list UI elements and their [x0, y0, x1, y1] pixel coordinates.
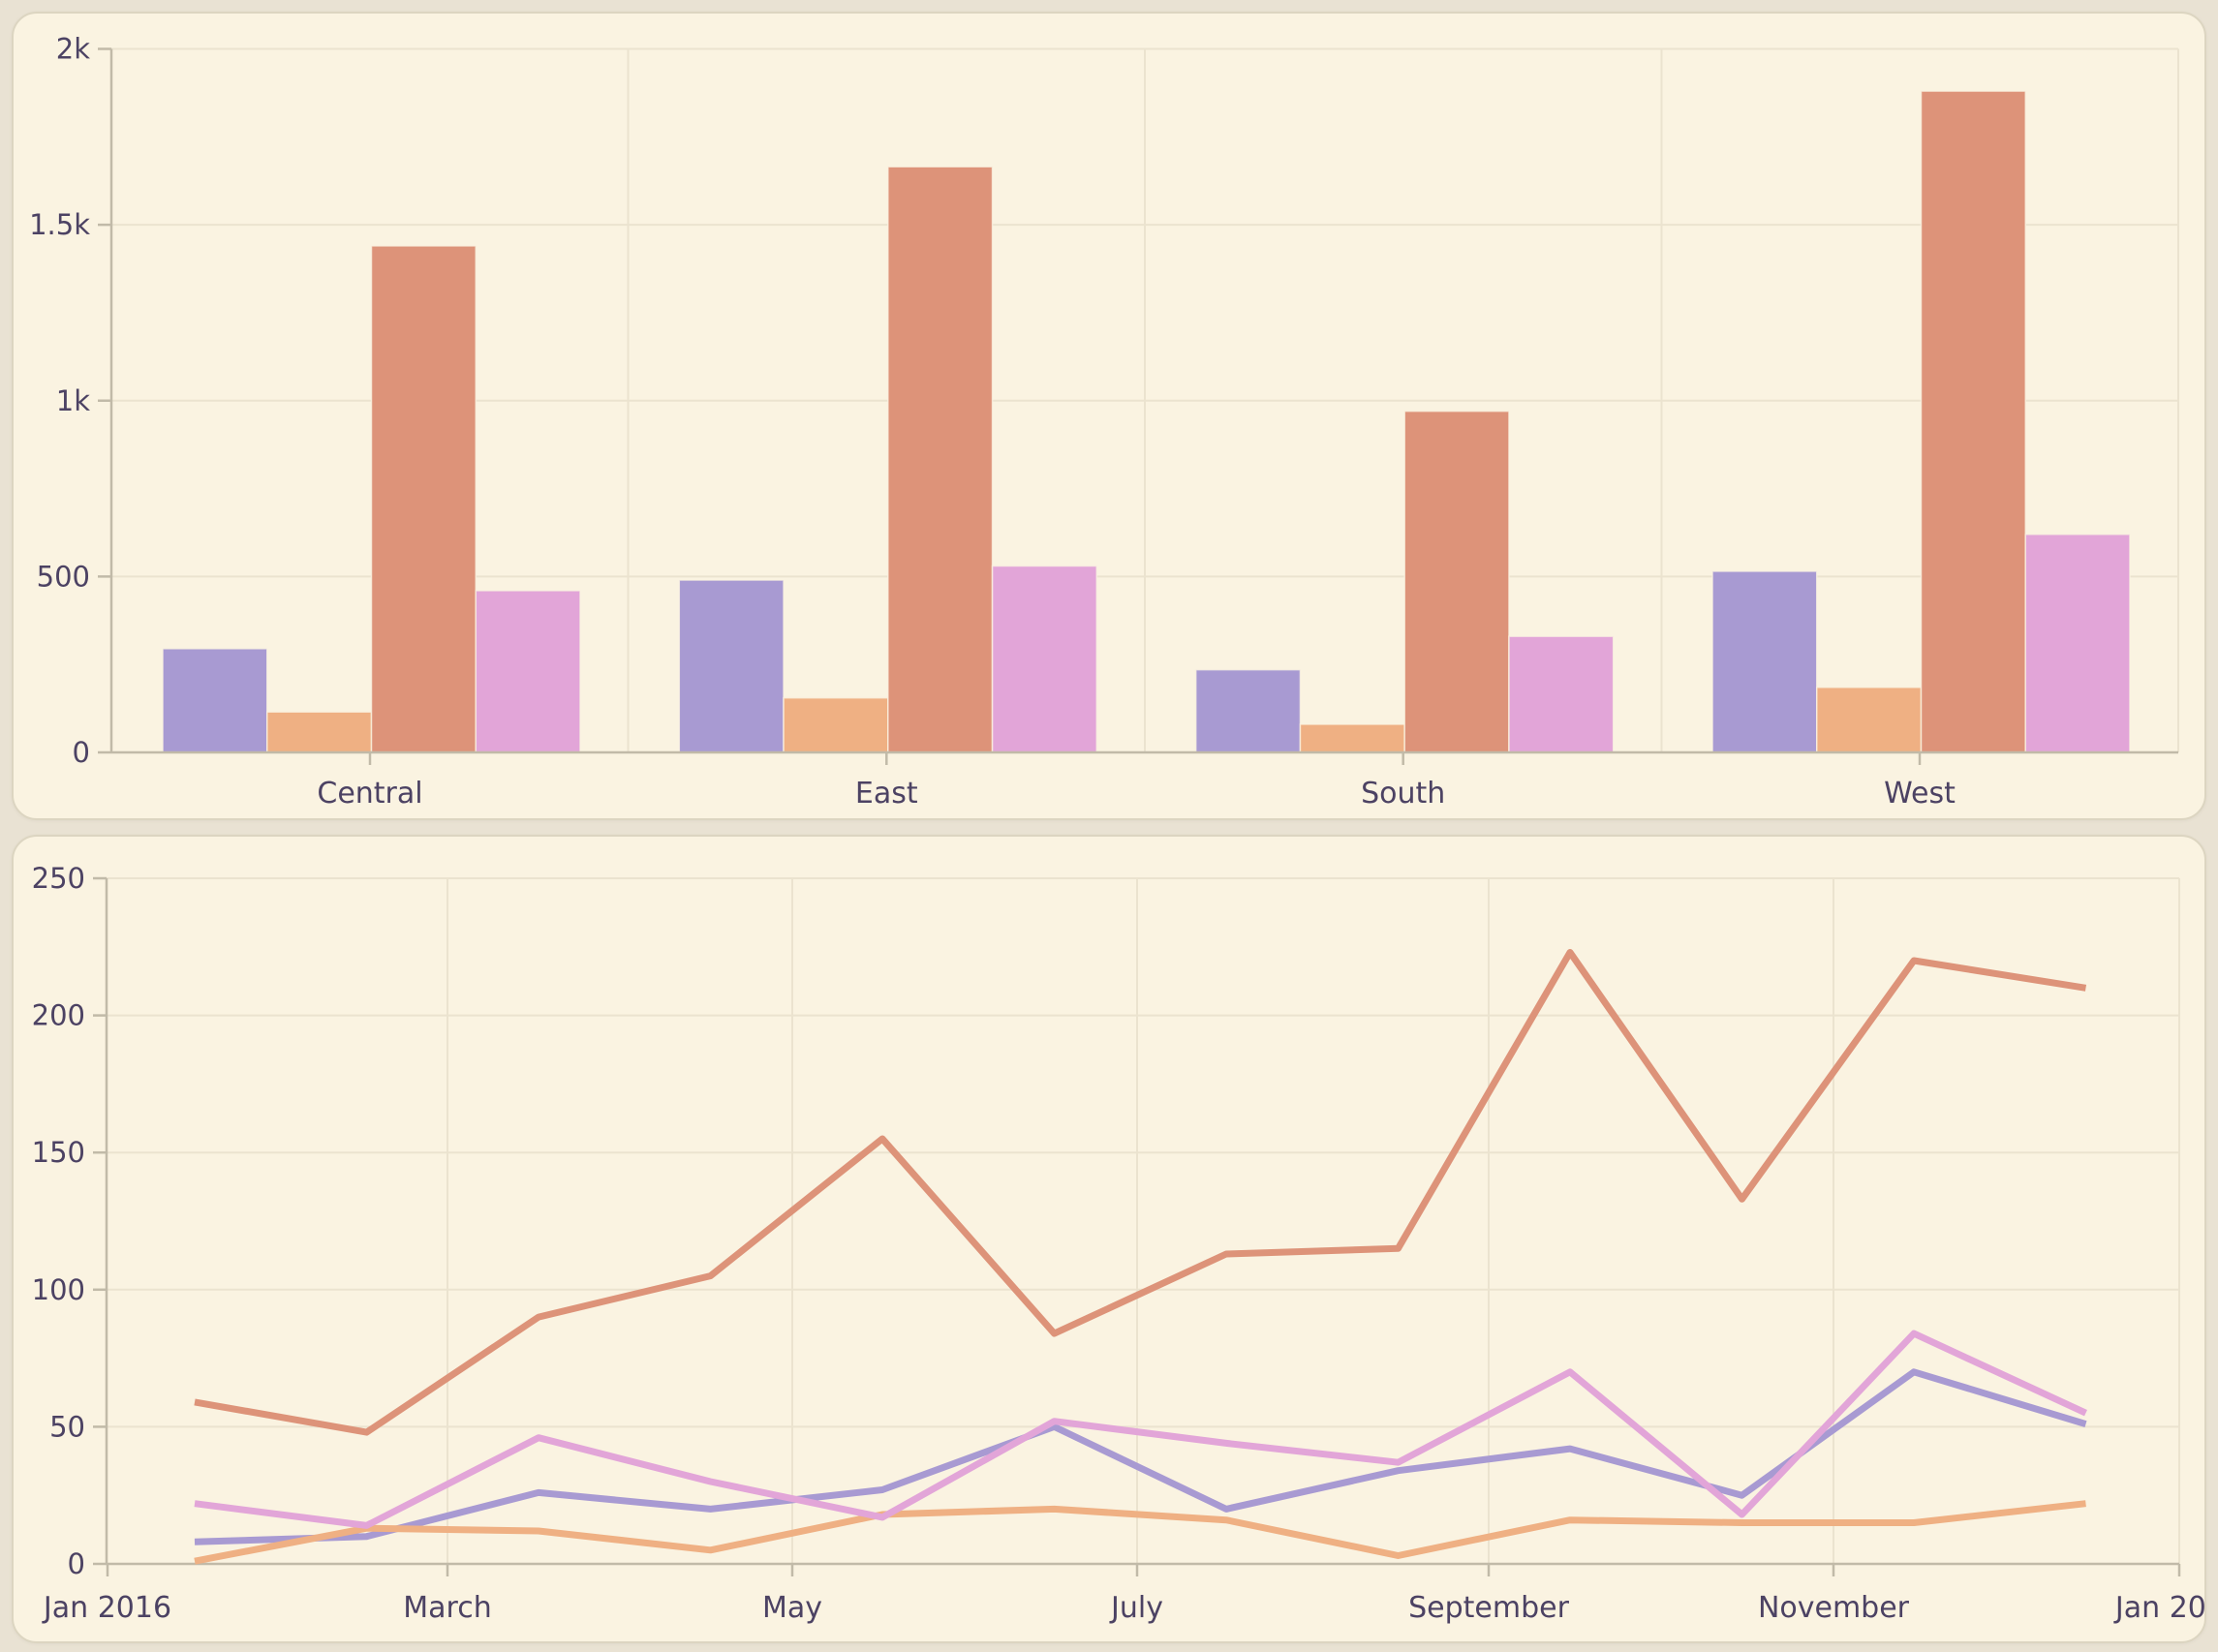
x-tick-label: Jan 2016 [42, 1591, 171, 1625]
bar-series-light-orange-central [266, 711, 373, 753]
y-tick-label: 500 [37, 560, 90, 593]
line-chart-svg: 0 50 100 150 200 250 Jan 2016 March May July Septe… [32, 862, 2204, 1625]
bar-series-pink-south [1508, 635, 1615, 753]
bar-series-purple-west [1711, 570, 1818, 753]
x-tick-label: July [1109, 1591, 1163, 1625]
y-tick-label: 200 [32, 999, 85, 1032]
bar-series-light-orange-west [1816, 687, 1923, 753]
bar-series-purple-south [1194, 668, 1302, 753]
bar-series-light-orange-east [783, 696, 889, 753]
bar-series-pink-central [475, 590, 581, 753]
y-tick-label: 0 [73, 736, 90, 769]
bar-series-salmon-east [887, 166, 994, 753]
bar-series-salmon-south [1403, 410, 1510, 753]
line-chart-panel[interactable]: 0 50 100 150 200 250 Jan 2016 March May July Septe… [12, 835, 2206, 1643]
y-tick-label: 250 [32, 862, 85, 895]
bar-series-purple-central [162, 648, 268, 753]
bar-series-salmon-west [1920, 90, 2026, 753]
bar-series-pink-east [991, 565, 1098, 753]
bar-chart-canvas[interactable]: 0 500 1k 1.5k 2k Central East South West [14, 14, 2204, 818]
x-tick-label: September [1408, 1591, 1569, 1625]
y-tick-label: 150 [32, 1136, 85, 1169]
bar-series-pink-west [2024, 534, 2131, 753]
category-label: West [1884, 777, 1956, 811]
line-series-pink [194, 1330, 2087, 1529]
y-tick-label: 1.5k [29, 208, 90, 241]
category-label: South [1361, 777, 1445, 811]
bar-chart-svg: 0 500 1k 1.5k 2k Central East South West [29, 33, 2179, 811]
category-label: East [855, 777, 918, 811]
bar-series-purple-east [678, 579, 785, 753]
bar-series-salmon-central [370, 245, 477, 753]
line-series-purple [194, 1368, 2087, 1545]
bar-series-light-orange-south [1299, 723, 1405, 753]
y-tick-label: 50 [49, 1410, 85, 1443]
x-tick-label: Jan 2017 [2113, 1591, 2204, 1625]
line-series-light-orange [194, 1500, 2086, 1565]
bar-chart-panel[interactable]: 0 500 1k 1.5k 2k Central East South West [12, 12, 2206, 820]
line-chart-canvas[interactable]: 0 50 100 150 200 250 Jan 2016 March May July Septe… [14, 837, 2204, 1641]
y-tick-label: 100 [32, 1273, 85, 1306]
y-tick-label: 2k [56, 33, 90, 66]
x-tick-label: May [762, 1591, 822, 1625]
y-tick-label: 1k [56, 384, 90, 417]
line-series-salmon [194, 949, 2087, 1436]
category-label: Central [317, 777, 422, 811]
y-tick-label: 0 [68, 1547, 85, 1580]
x-tick-label: March [403, 1591, 491, 1625]
x-tick-label: November [1758, 1591, 1910, 1625]
